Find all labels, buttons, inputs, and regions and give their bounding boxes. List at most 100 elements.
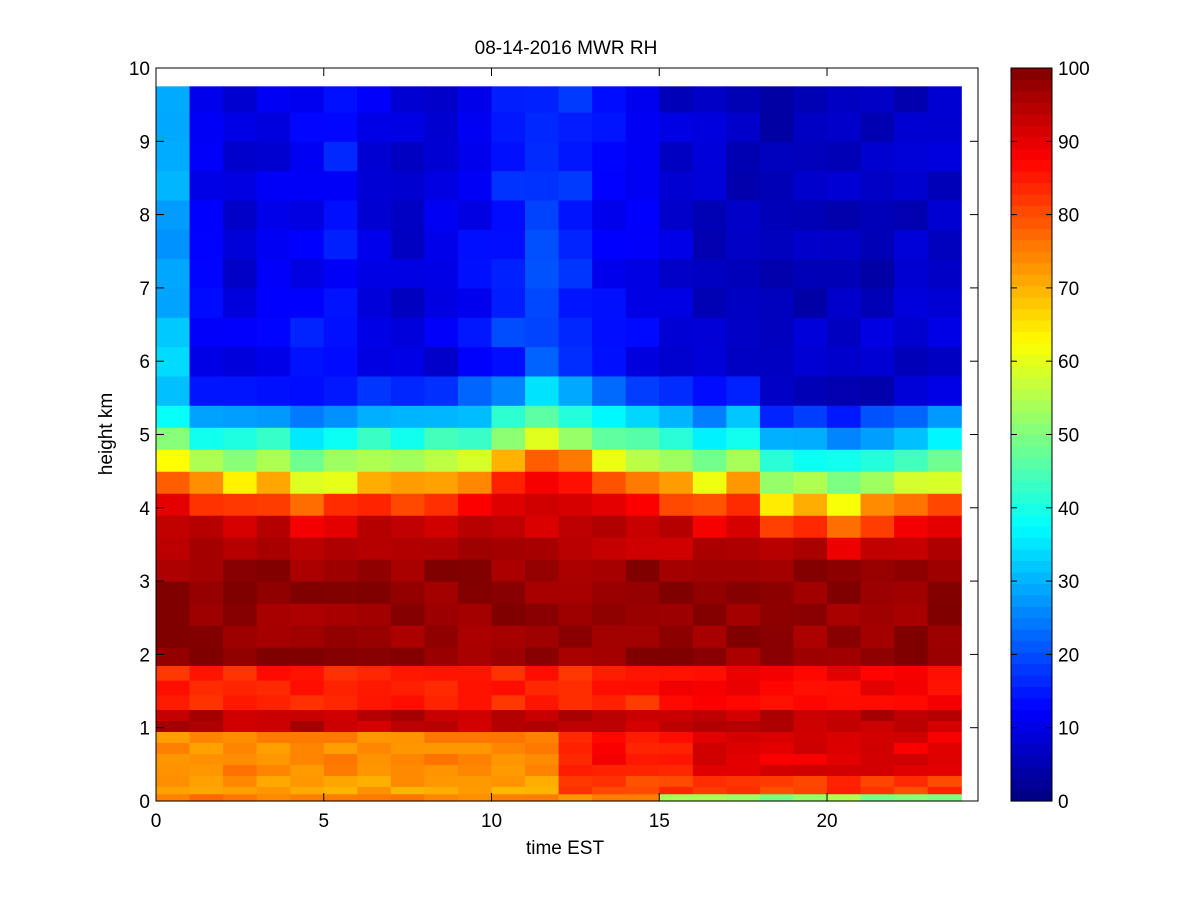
heatmap-cell — [894, 603, 929, 626]
heatmap-cell — [491, 170, 526, 201]
heatmap-cell — [558, 603, 593, 626]
heatmap-cell — [659, 229, 694, 260]
heatmap-cell — [894, 86, 929, 113]
x-tick-label: 0 — [151, 811, 162, 832]
heatmap-cell — [860, 229, 895, 260]
heatmap-cell — [357, 375, 392, 406]
heatmap-cell — [424, 731, 459, 743]
heatmap-cell — [793, 346, 828, 377]
heatmap-cell — [156, 86, 191, 113]
heatmap-cell — [827, 731, 862, 743]
heatmap-cell — [659, 694, 694, 710]
heatmap-cell — [290, 537, 325, 560]
heatmap-cell — [256, 405, 291, 428]
heatmap-cell — [793, 775, 828, 787]
heatmap-cell — [894, 581, 929, 604]
heatmap-cell — [424, 625, 459, 648]
heatmap-cell — [424, 287, 459, 318]
heatmap-cell — [894, 199, 929, 230]
heatmap-cell — [290, 753, 325, 765]
heatmap-cell — [726, 680, 761, 696]
colorbar-swatch — [1011, 675, 1052, 688]
heatmap-cell — [827, 665, 862, 681]
heatmap-cell — [424, 742, 459, 754]
heatmap-cell — [357, 720, 392, 732]
heatmap-cell — [290, 317, 325, 348]
heatmap-cell — [156, 258, 191, 289]
heatmap-cell — [692, 86, 727, 113]
heatmap-cell — [692, 471, 727, 494]
heatmap-cell — [390, 229, 426, 260]
heatmap-cell — [894, 375, 929, 406]
heatmap-cell — [827, 229, 862, 260]
heatmap-cell — [525, 405, 560, 428]
heatmap-cell — [592, 731, 627, 743]
heatmap-cell — [390, 680, 426, 696]
heatmap-cell — [927, 647, 962, 666]
heatmap-cell — [894, 537, 929, 560]
heatmap-cell — [692, 537, 727, 560]
heatmap-cell — [424, 786, 459, 795]
heatmap-cell — [659, 680, 694, 696]
heatmap-cell — [323, 471, 358, 494]
colorbar-swatch — [1011, 583, 1052, 596]
heatmap-cell — [223, 742, 258, 754]
heatmap-cell — [927, 471, 962, 494]
heatmap-cell — [189, 647, 224, 666]
heatmap-cell — [625, 694, 660, 710]
heatmap-cell — [625, 603, 660, 626]
heatmap-cell — [424, 680, 459, 696]
heatmap-cell — [793, 694, 828, 710]
heatmap-cell — [223, 317, 258, 348]
heatmap-cell — [491, 694, 526, 710]
heatmap-cell — [625, 375, 660, 406]
heatmap-cell — [357, 258, 392, 289]
heatmap-cell — [558, 742, 593, 754]
heatmap-cell — [927, 742, 962, 754]
heatmap-cell — [793, 170, 828, 201]
heatmap-cell — [793, 581, 828, 604]
heatmap-cell — [659, 199, 694, 230]
heatmap-cell — [759, 375, 795, 406]
heatmap-cell — [860, 427, 895, 450]
heatmap-cell — [692, 581, 727, 604]
heatmap-cell — [759, 111, 795, 142]
heatmap-cell — [759, 287, 795, 318]
heatmap-cell — [759, 720, 795, 732]
heatmap-cell — [323, 317, 358, 348]
heatmap-cell — [726, 170, 761, 201]
heatmap-cell — [793, 603, 828, 626]
heatmap-cell — [927, 731, 962, 743]
y-tick-label: 3 — [139, 572, 150, 593]
heatmap-cell — [390, 786, 426, 795]
heatmap-cell — [256, 665, 291, 681]
heatmap-cell — [894, 647, 929, 666]
heatmap-cell — [692, 427, 727, 450]
heatmap-cell — [390, 449, 426, 472]
colorbar-swatch — [1011, 629, 1052, 642]
heatmap-cell — [860, 141, 895, 172]
heatmap-cell — [827, 786, 862, 795]
heatmap-cell — [759, 449, 795, 472]
heatmap-cell — [793, 471, 828, 494]
heatmap-cell — [759, 405, 795, 428]
heatmap-cell — [290, 559, 325, 582]
heatmap-cell — [390, 764, 426, 776]
heatmap-cell — [927, 229, 962, 260]
heatmap-cell — [424, 199, 459, 230]
heatmap-cell — [827, 647, 862, 666]
heatmap-cell — [659, 559, 694, 582]
heatmap-cell — [156, 405, 191, 428]
heatmap-cell — [189, 375, 224, 406]
heatmap-cell — [323, 731, 358, 743]
heatmap-cell — [256, 449, 291, 472]
heatmap-cell — [457, 680, 493, 696]
heatmap-cell — [558, 141, 593, 172]
heatmap-cell — [223, 720, 258, 732]
heatmap-cell — [223, 141, 258, 172]
heatmap-cell — [827, 471, 862, 494]
heatmap-cell — [827, 581, 862, 604]
heatmap-cell — [323, 375, 358, 406]
heatmap-cell — [256, 86, 291, 113]
heatmap-cell — [457, 375, 493, 406]
